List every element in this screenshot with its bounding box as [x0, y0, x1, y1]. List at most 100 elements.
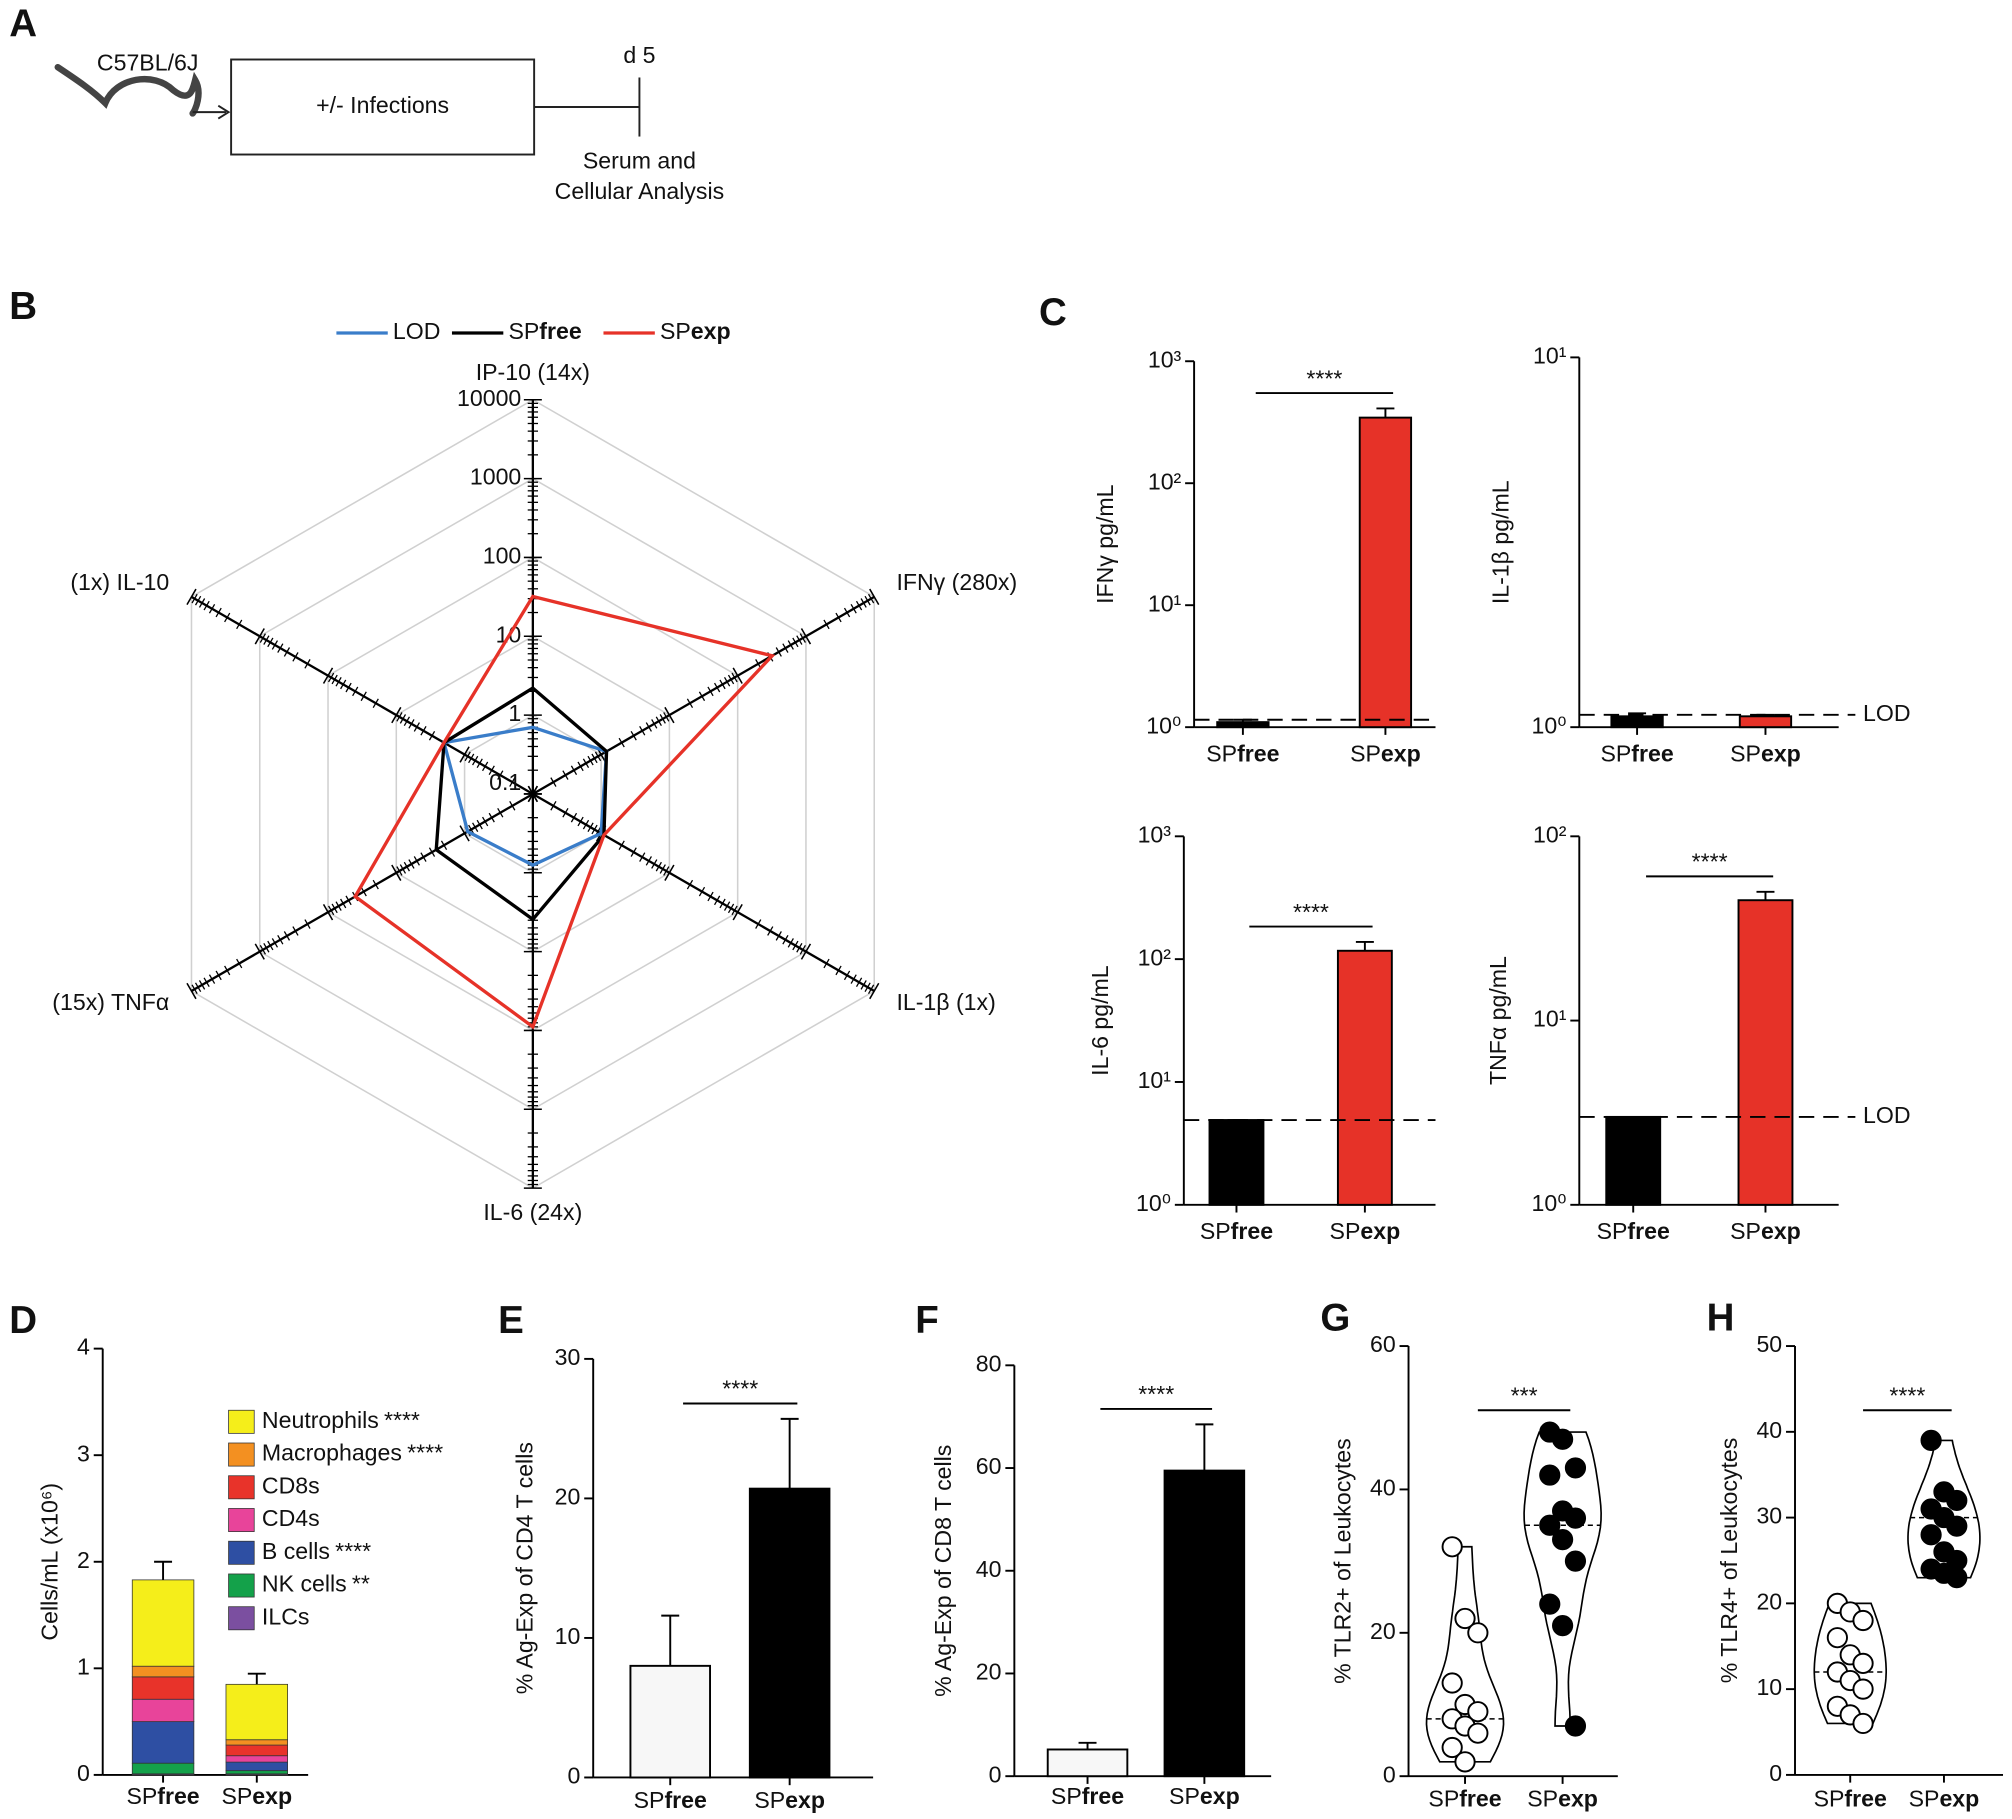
legend-swatch	[228, 1409, 255, 1434]
y-tick-label: 10⁰	[1531, 1190, 1566, 1216]
minor-tick	[482, 761, 489, 772]
major-tick	[391, 864, 402, 881]
minor-tick	[707, 891, 714, 902]
y-axis-label: IL-6 pg/mL	[1087, 965, 1113, 1076]
significance: ****	[1692, 849, 1728, 875]
minor-tick	[198, 598, 206, 608]
y-tick-label: 60	[976, 1453, 1002, 1479]
major-tick	[664, 706, 675, 724]
minor-tick	[835, 965, 842, 976]
point	[1852, 1609, 1874, 1632]
major-tick	[527, 785, 539, 803]
bar	[1737, 899, 1794, 1206]
minor-tick	[403, 716, 411, 726]
y-tick-label: 4	[77, 1334, 90, 1360]
minor-tick	[345, 895, 352, 906]
minor-tick	[550, 801, 557, 811]
minor-tick	[855, 977, 863, 988]
y-tick-label: 40	[976, 1556, 1002, 1582]
minor-tick	[867, 984, 875, 994]
x-tick-label: SPfree	[1428, 1786, 1501, 1812]
minor-tick	[655, 861, 662, 872]
legend-swatch	[228, 1606, 255, 1631]
y-axis-label: % Ag-Exp of CD4 T cells	[512, 1442, 538, 1694]
significance: ****	[1293, 899, 1329, 925]
minor-tick	[867, 593, 875, 604]
minor-tick	[630, 847, 637, 857]
x-tick-label: SPfree	[1597, 1218, 1670, 1244]
panel-label: C	[1039, 291, 1067, 334]
y-tick-label: 30	[1756, 1503, 1782, 1529]
major-tick	[254, 943, 265, 960]
point	[1826, 1627, 1848, 1649]
axis-label: IL-6 (24x)	[483, 1199, 582, 1225]
point	[1552, 1428, 1574, 1450]
minor-tick	[191, 984, 198, 994]
minor-tick	[860, 598, 867, 608]
minor-tick	[686, 879, 694, 890]
y-axis-label: Cells/mL (x10⁶)	[36, 1483, 62, 1641]
legend-label: B cells	[262, 1538, 330, 1564]
minor-tick	[464, 751, 471, 762]
legend-label: SPfree	[508, 318, 581, 344]
y-tick-label: 80	[976, 1350, 1002, 1376]
minor-tick	[468, 753, 475, 764]
minor-tick	[399, 864, 407, 874]
minor-tick	[224, 612, 231, 623]
r-tick-label: 10000	[457, 385, 521, 411]
major-tick	[732, 667, 743, 684]
timepoint: d 5	[623, 42, 655, 68]
minor-tick	[509, 777, 516, 787]
y-tick-label: 3	[77, 1440, 90, 1466]
legend-swatch	[228, 1540, 255, 1565]
treatment: +/- Infections	[316, 92, 449, 118]
x-tick-label: SPexp	[1350, 741, 1421, 767]
minor-tick	[340, 898, 347, 909]
minor-tick	[345, 682, 352, 693]
minor-tick	[843, 970, 851, 981]
minor-tick	[587, 822, 594, 833]
point	[1852, 1652, 1874, 1674]
minor-tick	[267, 637, 274, 648]
radar-axis	[532, 595, 875, 795]
point	[1552, 1615, 1574, 1637]
bar	[1163, 1469, 1246, 1778]
bar-segment	[131, 1665, 195, 1678]
minor-tick	[767, 926, 774, 936]
minor-tick	[208, 603, 216, 614]
x-tick-label: SPexp	[1169, 1783, 1240, 1809]
point	[1441, 1672, 1463, 1694]
y-tick-label: 10³	[1138, 821, 1172, 847]
x-tick-label: SPexp	[1909, 1786, 1980, 1812]
minor-tick	[360, 886, 367, 897]
bar	[1336, 949, 1393, 1206]
y-tick-label: 10⁰	[1136, 1190, 1171, 1216]
minor-tick	[655, 716, 662, 726]
bar-segment	[225, 1739, 288, 1746]
point	[1852, 1712, 1874, 1735]
minor-tick	[283, 931, 291, 941]
minor-tick	[292, 652, 299, 662]
axis-label: (1x) IL-10	[70, 569, 169, 595]
point	[1539, 1514, 1561, 1536]
legend-label: NK cells	[262, 1571, 347, 1597]
minor-tick	[236, 958, 243, 969]
minor-tick	[659, 714, 666, 724]
minor-tick	[304, 659, 311, 669]
major-tick	[322, 667, 334, 684]
bar-segment	[131, 1698, 195, 1723]
minor-tick	[651, 719, 658, 729]
y-tick-label: 30	[555, 1344, 581, 1370]
minor-tick	[476, 758, 483, 769]
r-tick-label: 1000	[470, 464, 521, 490]
bar	[1358, 416, 1413, 729]
minor-tick	[823, 619, 830, 630]
minor-tick	[372, 879, 379, 890]
legend-label: LOD	[393, 318, 441, 344]
y-tick-label: 20	[976, 1659, 1002, 1685]
panel-label: F	[915, 1299, 939, 1342]
minor-tick	[408, 859, 415, 869]
bar	[748, 1487, 831, 1779]
minor-tick	[731, 672, 738, 683]
radar-axis	[190, 792, 534, 993]
